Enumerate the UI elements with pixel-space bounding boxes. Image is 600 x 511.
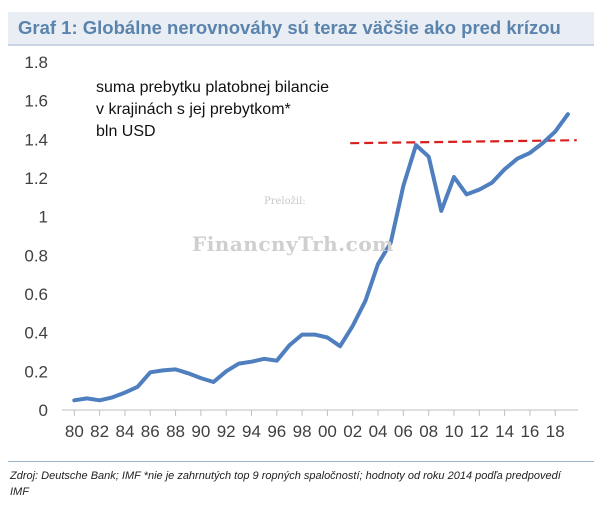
- data-point: [339, 345, 341, 348]
- data-point: [86, 397, 88, 400]
- x-tick-label: 18: [546, 422, 565, 441]
- data-point: [389, 241, 392, 244]
- watermark-brand: FinancnyTrh.com: [192, 232, 394, 256]
- annotation-line-3: bln USD: [96, 123, 156, 140]
- data-point: [465, 193, 468, 196]
- data-point: [453, 176, 455, 178]
- data-point: [187, 372, 190, 375]
- data-point: [174, 368, 177, 371]
- x-tick-label: 04: [369, 422, 388, 441]
- source-note: Zdroj: Deutsche Bank; IMF *nie je zahrnu…: [10, 470, 561, 498]
- x-tick-label: 86: [141, 422, 160, 441]
- data-point: [529, 152, 531, 154]
- data-point: [124, 391, 126, 394]
- data-point: [478, 188, 481, 191]
- data-point: [377, 263, 379, 265]
- watermark-small: Preložil:: [264, 196, 306, 207]
- data-point: [250, 360, 253, 363]
- series-group: [72, 112, 570, 403]
- chart-title: Graf 1: Globálne nerovnováhy sú teraz vä…: [18, 17, 561, 38]
- x-tick-label: 90: [191, 422, 210, 441]
- reference-line-group: [350, 139, 577, 145]
- y-tick-label: 0.6: [24, 285, 48, 304]
- data-point: [98, 399, 101, 402]
- y-axis: 0 0.2 0.4 0.6 0.8 1 1.2 1.4 1.6 1.8: [24, 53, 48, 420]
- x-tick-label: 84: [115, 422, 134, 441]
- data-point: [440, 210, 443, 212]
- data-point: [149, 371, 152, 374]
- x-tick-label: 94: [242, 422, 261, 441]
- y-tick-label: 0: [39, 401, 48, 420]
- data-point: [263, 357, 265, 360]
- data-point: [73, 399, 76, 402]
- data-point: [516, 157, 519, 160]
- x-tick-label: 00: [318, 422, 337, 441]
- data-point: [225, 370, 227, 373]
- x-tick-label: 16: [520, 422, 539, 441]
- data-point: [212, 381, 215, 383]
- data-point: [554, 130, 557, 133]
- reference-dashed-line: [350, 139, 577, 145]
- data-point: [111, 396, 114, 399]
- x-tick-label: 82: [90, 422, 109, 441]
- data-point: [415, 144, 417, 146]
- data-point: [301, 333, 303, 336]
- x-tick-label: 14: [495, 422, 514, 441]
- data-point: [351, 325, 354, 327]
- data-point: [491, 182, 493, 184]
- title-band: Graf 1: Globálne nerovnováhy sú teraz vä…: [8, 12, 594, 46]
- y-tick-label: 1.6: [24, 92, 48, 111]
- x-tick-label: 92: [217, 422, 236, 441]
- y-tick-label: 0.4: [24, 324, 48, 343]
- x-tick-label: 02: [343, 422, 362, 441]
- data-point: [503, 168, 506, 171]
- data-point: [313, 333, 316, 336]
- x-axis: 80 82 84 86 88 90 92 94 96 98 00 02 04 06 08 10 12 14 16 18: [62, 409, 578, 441]
- series-line: [72, 112, 570, 403]
- y-tick-label: 1.4: [24, 130, 48, 149]
- x-tick-label: 08: [419, 422, 438, 441]
- line-chart: 0 0.2 0.4 0.6 0.8 1 1.2 1.4 1.6 1.8 80 82 84 86 88 90 9…: [24, 53, 578, 441]
- data-point: [427, 155, 430, 158]
- data-point: [541, 142, 544, 144]
- y-tick-label: 0.8: [24, 246, 48, 265]
- data-point: [364, 299, 367, 302]
- data-point: [200, 377, 202, 379]
- data-point: [567, 113, 569, 115]
- data-point: [136, 386, 139, 388]
- annotation-line-1: suma prebytku platobnej bilancie: [96, 79, 330, 96]
- x-tick-label: 10: [445, 422, 464, 441]
- x-tick-label: 88: [166, 422, 185, 441]
- annotation-line-2: v krajinách s jej prebytkom*: [96, 101, 291, 118]
- x-tick-label: 06: [394, 422, 413, 441]
- x-tick-label: 96: [267, 422, 286, 441]
- x-tick-label: 80: [65, 422, 84, 441]
- data-point: [402, 184, 405, 187]
- y-tick-label: 0.2: [24, 362, 48, 381]
- y-tick-label: 1.2: [24, 169, 48, 188]
- x-tick-label: 98: [293, 422, 312, 441]
- data-point: [288, 344, 291, 347]
- data-point: [326, 336, 329, 339]
- data-point: [162, 369, 164, 372]
- x-tick-label: 12: [470, 422, 489, 441]
- data-point: [276, 359, 278, 362]
- chart-annotation: suma prebytku platobnej bilancie v kraji…: [96, 77, 329, 143]
- source-footer: Zdroj: Deutsche Bank; IMF *nie je zahrnu…: [8, 461, 594, 508]
- y-tick-label: 1.8: [24, 53, 48, 72]
- data-point: [238, 362, 240, 365]
- y-tick-label: 1: [39, 208, 48, 227]
